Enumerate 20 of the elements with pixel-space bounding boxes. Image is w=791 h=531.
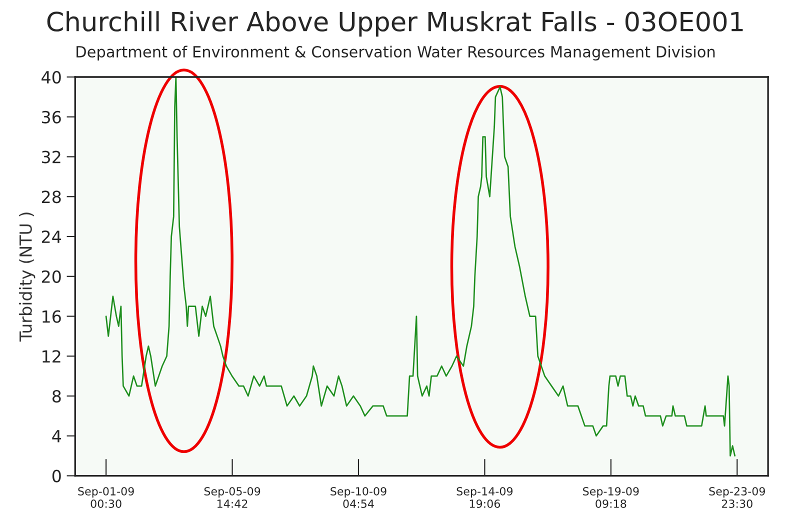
y-axis-title: Turbidity (NTU ): [19, 212, 36, 342]
y-tick-label: 8: [52, 390, 61, 403]
x-tick-label: Sep-14-09 19:06: [456, 487, 513, 508]
x-tick-label: Sep-19-09 09:18: [583, 487, 639, 508]
chart-title: Churchill River Above Upper Muskrat Falls - 03OE001: [47, 11, 743, 37]
y-tick-label: 32: [42, 150, 60, 164]
y-tick-label: 4: [52, 430, 62, 442]
y-tick-label: 20: [42, 270, 61, 283]
x-tick-label: Sep-05-09 14:42: [204, 487, 260, 508]
x-tick-label: Sep-10-09 04:54: [330, 487, 386, 508]
y-tick-label: 40: [42, 70, 61, 84]
y-tick-label: 28: [42, 190, 61, 204]
y-tick-label: 16: [42, 310, 61, 323]
y-tick-label: 12: [42, 350, 60, 362]
x-tick-label: Sep-01-09 00:30: [78, 487, 134, 508]
chart-subtitle: Department of Environment & Conservation Water Resources Management Division: [76, 46, 715, 60]
y-tick-label: 24: [42, 230, 62, 243]
x-tick-label: Sep-23-09 23:30: [709, 487, 765, 508]
y-tick-label: 0: [52, 470, 61, 482]
y-tick-label: 36: [42, 110, 61, 124]
